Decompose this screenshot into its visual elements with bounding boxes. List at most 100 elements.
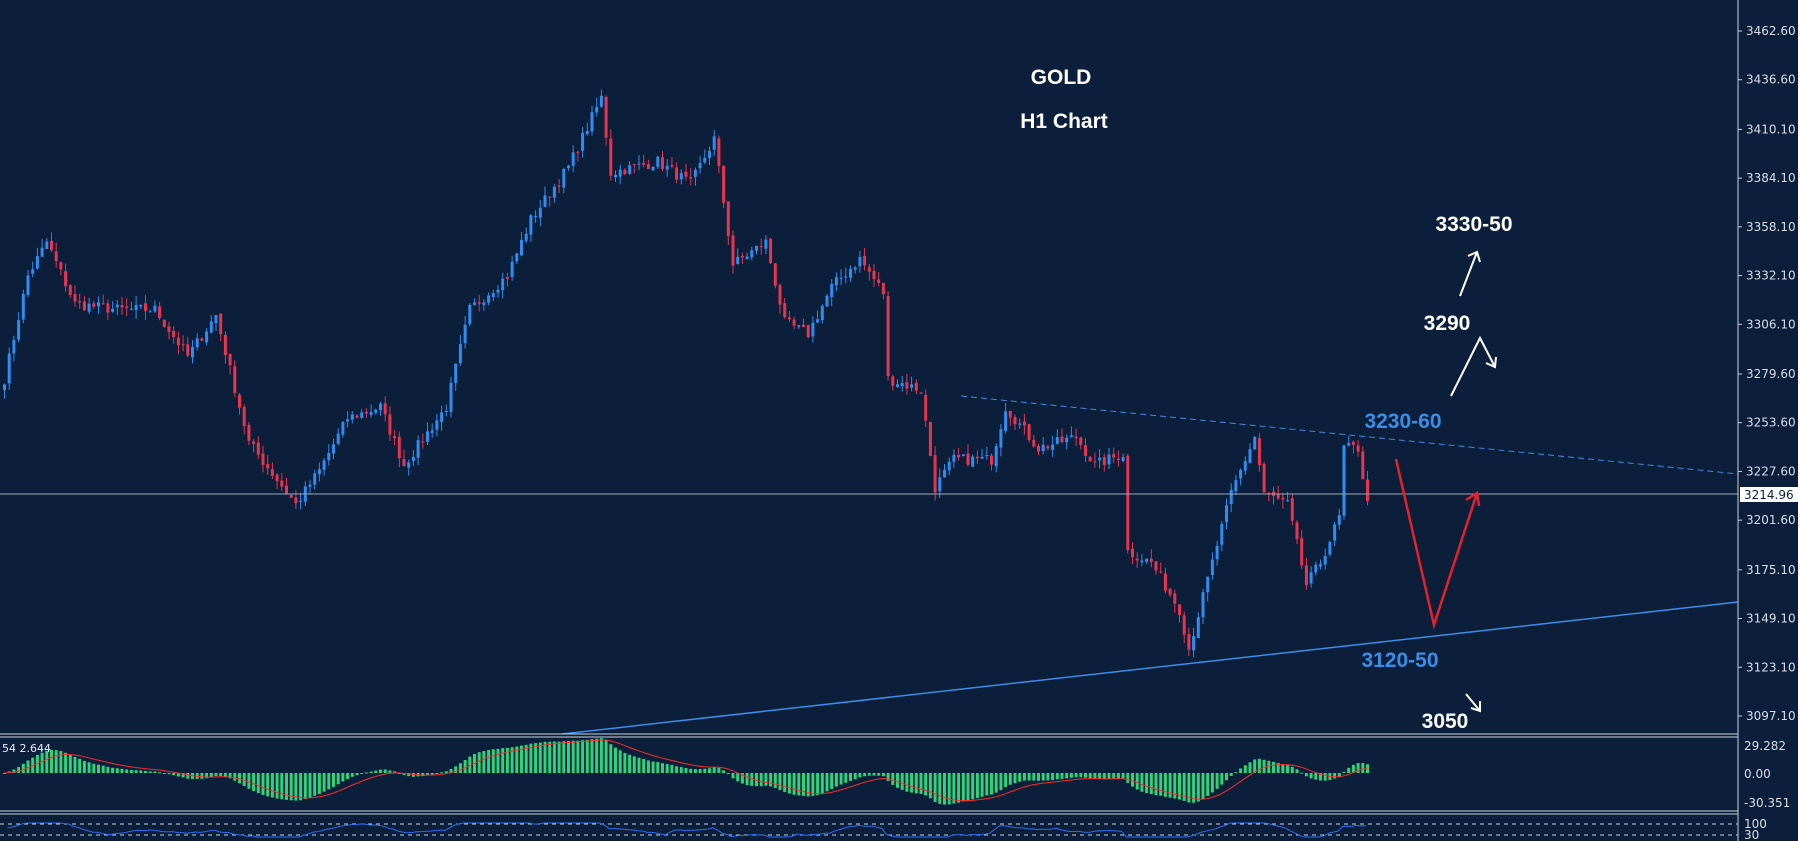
macd-bar — [881, 773, 885, 777]
macd-bar — [534, 743, 538, 773]
lower-trendline[interactable] — [561, 601, 1739, 735]
candle-body — [623, 169, 627, 175]
macd-bar — [219, 773, 223, 777]
macd-bar — [571, 740, 575, 773]
macd-bar — [623, 752, 627, 773]
candle-body — [317, 469, 321, 475]
macd-bar — [256, 773, 260, 794]
candle-body — [632, 163, 636, 165]
macd-bar — [731, 773, 735, 779]
candle-body — [538, 207, 542, 218]
macd-bar — [458, 763, 462, 773]
candle-body — [92, 303, 96, 307]
candle-body — [482, 302, 486, 306]
candle-body — [97, 302, 100, 307]
upper-trendline[interactable] — [960, 395, 1739, 475]
candle-body — [1037, 446, 1040, 452]
candle-body — [783, 303, 787, 318]
candle-body — [31, 269, 35, 274]
candle-body — [1253, 436, 1257, 450]
macd-bar — [491, 749, 495, 773]
candle-body — [120, 305, 124, 308]
candle-body — [289, 494, 293, 498]
macd-bar — [524, 744, 528, 773]
macd-bar — [919, 773, 923, 794]
macd-bar — [440, 772, 444, 774]
macd-bar — [1051, 773, 1055, 781]
candle-body — [858, 257, 862, 267]
macd-bar — [332, 773, 335, 787]
macd-bar — [223, 773, 227, 778]
macd-bar — [1022, 773, 1026, 781]
macd-bar — [449, 769, 453, 773]
candle-body — [849, 268, 852, 278]
price-tick-label: 3279.60 — [1746, 367, 1796, 381]
candle-body — [1220, 523, 1224, 545]
macd-bar — [1093, 773, 1097, 779]
macd-bar — [783, 773, 787, 793]
macd-bar — [364, 772, 368, 774]
macd-bar — [1262, 759, 1266, 773]
macd-bar — [1220, 773, 1224, 785]
macd-bar — [1323, 773, 1327, 781]
candle-body — [529, 215, 533, 235]
candle-body — [975, 456, 979, 459]
candle-body — [68, 285, 72, 295]
macd-tick: 0.00 — [1744, 767, 1771, 781]
macd-bar — [787, 773, 791, 794]
candle-body — [59, 262, 63, 270]
candle-body — [910, 384, 914, 388]
candle-body — [938, 477, 942, 492]
price-tick-label: 3436.60 — [1746, 73, 1796, 87]
macd-bar — [764, 773, 768, 786]
candle-body — [712, 136, 716, 150]
candle-body — [491, 293, 495, 298]
candle-body — [1168, 589, 1172, 595]
candle-body — [440, 412, 444, 423]
candle-body — [1351, 441, 1355, 445]
candle-body — [1178, 604, 1181, 615]
macd-bar — [971, 773, 975, 800]
candle-body — [675, 167, 679, 180]
candle-body — [543, 195, 547, 207]
candle-body — [881, 282, 885, 295]
macd-bar — [632, 756, 636, 773]
candle-body — [731, 235, 735, 266]
candle-body — [270, 469, 274, 476]
candle-body — [834, 277, 838, 286]
candle-body — [1182, 615, 1186, 635]
macd-bar — [849, 773, 852, 781]
candle-body — [285, 485, 288, 494]
candle-body — [557, 185, 561, 187]
price-tick-label: 3175.10 — [1746, 563, 1796, 577]
price-axis[interactable]: 3462.60 3436.60 3410.10 3384.10 3358.10 3332.… — [1738, 24, 1796, 723]
candle-body — [1060, 436, 1064, 443]
candle-body — [40, 247, 44, 257]
candle-body — [604, 96, 608, 138]
candle-body — [867, 267, 871, 272]
macd-bar — [289, 773, 293, 801]
candle-body — [924, 394, 928, 421]
candles — [3, 89, 1369, 658]
candle-body — [614, 174, 617, 178]
macd-bar — [50, 749, 53, 773]
macd-bar — [896, 773, 899, 788]
candle-body — [872, 271, 876, 280]
macd-bar — [1107, 773, 1111, 779]
candle-body — [238, 394, 241, 408]
macd-bar — [990, 773, 993, 795]
macd-bar — [834, 773, 838, 787]
candle-body — [477, 302, 481, 304]
candle-body — [693, 169, 697, 177]
candle-body — [26, 275, 30, 295]
macd-bar — [1079, 773, 1083, 778]
candle-body — [806, 325, 810, 338]
macd-bar — [515, 746, 519, 773]
candle-body — [759, 246, 763, 248]
macd-bar — [1027, 773, 1031, 781]
macd-bar — [802, 773, 805, 796]
candle-body — [341, 422, 345, 435]
candle-body — [247, 424, 251, 441]
candle-body — [17, 320, 21, 340]
